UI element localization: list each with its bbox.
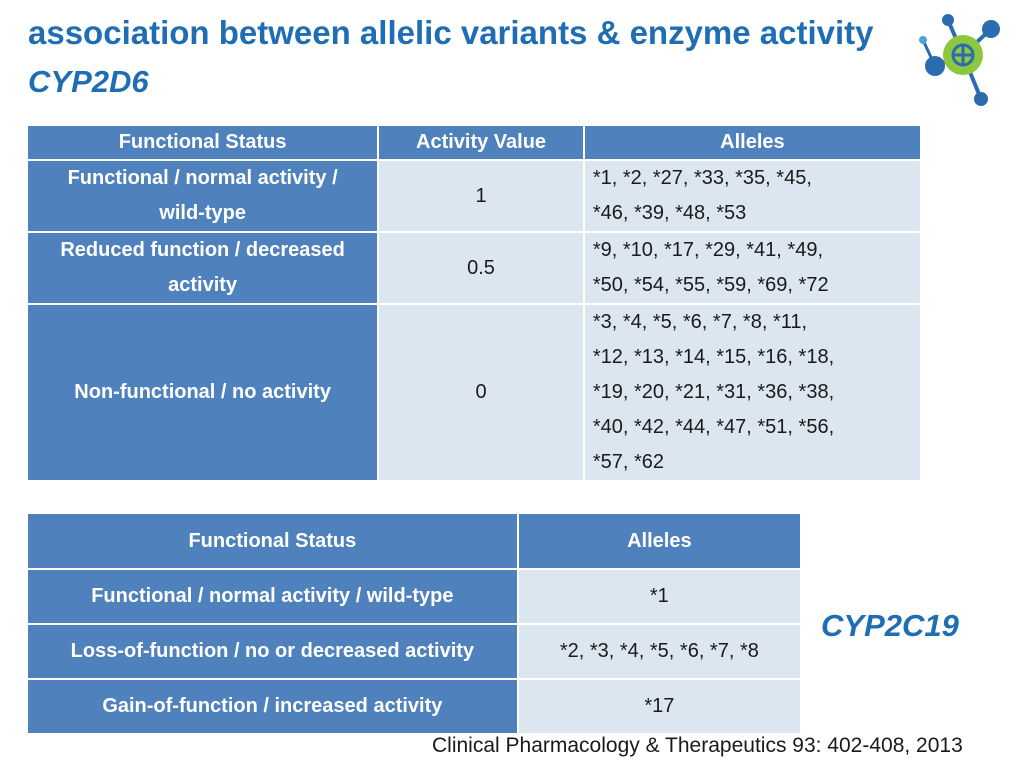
header-activity-value: Activity Value [377,124,585,161]
citation: Clinical Pharmacology & Therapeutics 93:… [432,734,963,757]
alleles-cell: *1 [516,568,803,625]
functional-status-cell: Functional / normal activity / wild-type [26,568,519,625]
functional-status-cell: Non-functional / no activity [25,303,380,482]
table-row: Gain-of-function / increased activity *1… [26,678,803,735]
header-functional-status: Functional Status [26,512,519,570]
header-functional-status: Functional Status [25,124,380,161]
alleles-cell: *3, *4, *5, *6, *7, *8, *11, *12, *13, *… [582,303,923,482]
activity-value-cell: 0 [377,303,585,482]
alleles-cell: *1, *2, *27, *33, *35, *45, *46, *39, *4… [582,159,923,233]
table-row: Functional / normal activity / wild-type… [26,568,803,625]
page-title: association between allelic variants & e… [28,14,874,51]
gene-label-cyp2c19: CYP2C19 [821,608,959,643]
functional-status-cell: Gain-of-function / increased activity [26,678,519,735]
molecule-logo-icon [919,14,1000,106]
table-row: Functional / normal activity / wild-type… [25,159,923,233]
alleles-cell: *17 [516,678,803,735]
header-alleles: Alleles [582,124,923,161]
table-row: Reduced function / decreased activity 0.… [25,231,923,305]
header-alleles: Alleles [516,512,803,570]
table-row: Loss-of-function / no or decreased activ… [26,623,803,680]
activity-value-cell: 1 [377,159,585,233]
table-row: Non-functional / no activity 0 *3, *4, *… [25,303,923,482]
cyp2c19-status-table: Functional Status Alleles Functional / n… [26,512,803,735]
alleles-cell: *2, *3, *4, *5, *6, *7, *8 [516,623,803,680]
activity-value-cell: 0.5 [377,231,585,305]
cyp2d6-activity-table: Functional Status Activity Value Alleles… [25,124,923,482]
functional-status-cell: Functional / normal activity / wild-type [25,159,380,233]
functional-status-cell: Loss-of-function / no or decreased activ… [26,623,519,680]
alleles-cell: *9, *10, *17, *29, *41, *49, *50, *54, *… [582,231,923,305]
functional-status-cell: Reduced function / decreased activity [25,231,380,305]
gene-subtitle-cyp2d6: CYP2D6 [28,64,149,99]
